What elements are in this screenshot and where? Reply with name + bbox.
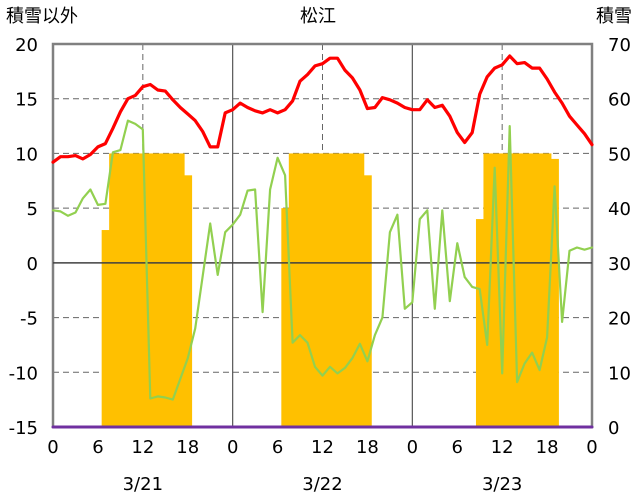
snow-depth-bar [184,175,193,427]
snow-depth-bar [124,153,133,427]
snow-depth-bar [146,153,155,427]
series-lines [51,54,594,429]
right-tick-label: 20 [608,309,631,330]
snow-depth-bar [550,158,559,427]
right-tick-label: 60 [608,90,631,111]
snow-depth-bar [333,153,342,427]
snow-depth-bar [528,153,537,427]
snow-depth-bar [318,153,327,427]
x-tick-label: 18 [536,437,559,458]
other-line [51,119,594,401]
snow-depth-bar [288,153,297,427]
snow-depth-bar [311,153,320,427]
snow-depth-bar [109,153,118,427]
left-tick-label: 5 [27,199,38,220]
snow-depth-bar [520,153,529,427]
day-label: 3/21 [123,474,163,495]
left-tick-label: -15 [9,418,38,439]
right-tick-label: 70 [608,35,631,56]
day-label: 3/22 [302,474,342,495]
snow-depth-bar [543,153,552,427]
right-tick-label: 0 [608,418,619,439]
snow-depth-bar [356,153,365,427]
snow-depth-bar [490,153,500,427]
left-tick-label: -5 [20,309,38,330]
x-tick-label: 12 [491,437,514,458]
snow-depth-bar [116,153,125,427]
snow-depth-bar [326,153,335,427]
left-tick-label: 15 [15,90,38,111]
x-tick-label: 0 [586,437,597,458]
right-axis-label: 積雪 [596,6,632,27]
x-tick-label: 6 [92,437,103,458]
left-tick-label: 20 [15,35,38,56]
snow-depth-bar [363,175,372,427]
snow-depth-bar [154,153,163,427]
right-tick-label: 10 [608,363,631,384]
x-tick-label: 6 [272,437,283,458]
x-tick-label: 18 [356,437,379,458]
chart-title: 松江 [300,6,336,27]
day-label: 3/23 [482,474,522,495]
x-tick-label: 12 [131,437,154,458]
left-tick-label: 0 [27,254,38,275]
snow-depth-bar [341,153,350,427]
temperature-line [51,54,594,164]
snow-depth-bar [281,208,290,427]
x-tick-label: 12 [311,437,334,458]
snow-depth-bar [131,153,140,427]
snow-depth-bar [139,153,148,427]
x-tick-label: 0 [227,437,238,458]
snow-depth-bar [535,153,544,427]
snow-depth-bar [161,153,170,427]
snow-depth-bar [169,153,178,427]
snow-depth-bar [296,153,305,427]
right-tick-label: 30 [608,254,631,275]
x-tick-label: 6 [452,437,463,458]
snow-depth-bar [303,153,312,427]
snow-depth-bar [498,153,507,427]
left-tick-label: 10 [15,144,38,165]
x-tick-label: 0 [47,437,58,458]
snow-depth-bar [505,153,514,427]
right-tick-label: 50 [608,144,631,165]
x-tick-label: 0 [407,437,418,458]
left-axis-label: 積雪以外 [6,6,78,27]
snow-depth-bar [176,153,185,427]
x-tick-label: 18 [176,437,199,458]
snow-depth-bar [513,153,522,427]
snow-depth-bars [101,153,559,427]
right-tick-label: 40 [608,199,631,220]
snow-depth-bar [101,230,110,427]
snow-depth-bar [348,153,357,427]
snow-depth-bar [483,153,492,427]
left-tick-label: -10 [9,363,38,384]
snow-depth-bar [475,219,485,427]
